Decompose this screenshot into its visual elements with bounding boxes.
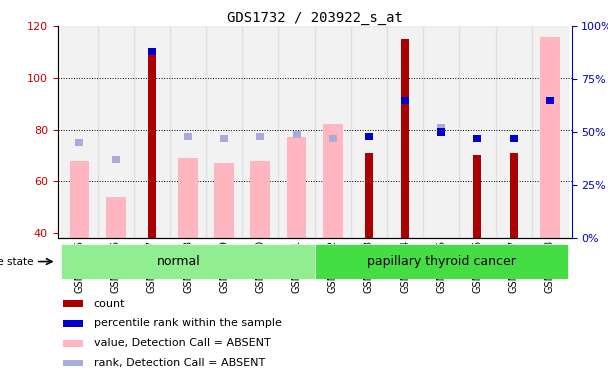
- Bar: [323, 124, 343, 238]
- Bar: [206, 26, 242, 238]
- Bar: [184, 133, 192, 140]
- Bar: [365, 133, 373, 140]
- Bar: [148, 48, 156, 56]
- Bar: [178, 158, 198, 238]
- Bar: [546, 97, 554, 104]
- Bar: [170, 26, 206, 238]
- Bar: [510, 135, 517, 142]
- Bar: [278, 26, 315, 238]
- Bar: [496, 26, 532, 238]
- Bar: [387, 26, 423, 238]
- Bar: [134, 26, 170, 238]
- Bar: [292, 130, 300, 138]
- Bar: [75, 139, 83, 147]
- Bar: [351, 26, 387, 238]
- Text: count: count: [94, 298, 125, 309]
- Bar: [437, 129, 445, 136]
- Bar: [61, 26, 97, 238]
- Bar: [474, 156, 482, 238]
- Bar: [63, 320, 83, 327]
- Bar: [148, 52, 156, 238]
- Bar: [106, 197, 126, 238]
- Bar: [329, 135, 337, 142]
- Bar: [315, 244, 568, 279]
- Bar: [214, 163, 234, 238]
- Bar: [63, 360, 83, 366]
- Bar: [257, 133, 264, 140]
- Bar: [401, 97, 409, 104]
- Bar: [220, 135, 228, 142]
- Text: percentile rank within the sample: percentile rank within the sample: [94, 318, 282, 328]
- Bar: [437, 124, 445, 132]
- Bar: [365, 153, 373, 238]
- Bar: [510, 135, 517, 142]
- Bar: [474, 135, 482, 142]
- Text: value, Detection Call = ABSENT: value, Detection Call = ABSENT: [94, 338, 271, 348]
- Text: rank, Detection Call = ABSENT: rank, Detection Call = ABSENT: [94, 358, 265, 368]
- Bar: [315, 26, 351, 238]
- Bar: [97, 26, 134, 238]
- Text: normal: normal: [157, 255, 201, 268]
- Bar: [112, 156, 120, 164]
- Bar: [460, 26, 496, 238]
- Bar: [63, 300, 83, 307]
- Bar: [510, 153, 517, 238]
- Bar: [286, 137, 306, 238]
- Text: papillary thyroid cancer: papillary thyroid cancer: [367, 255, 516, 268]
- Text: disease state: disease state: [0, 256, 33, 267]
- Title: GDS1732 / 203922_s_at: GDS1732 / 203922_s_at: [227, 11, 402, 25]
- Bar: [423, 26, 460, 238]
- Bar: [250, 160, 271, 238]
- Bar: [540, 37, 560, 238]
- Bar: [61, 244, 315, 279]
- Bar: [401, 39, 409, 238]
- Bar: [546, 97, 554, 104]
- Bar: [69, 160, 89, 238]
- Bar: [242, 26, 278, 238]
- Bar: [63, 340, 83, 346]
- Bar: [532, 26, 568, 238]
- Bar: [474, 135, 482, 142]
